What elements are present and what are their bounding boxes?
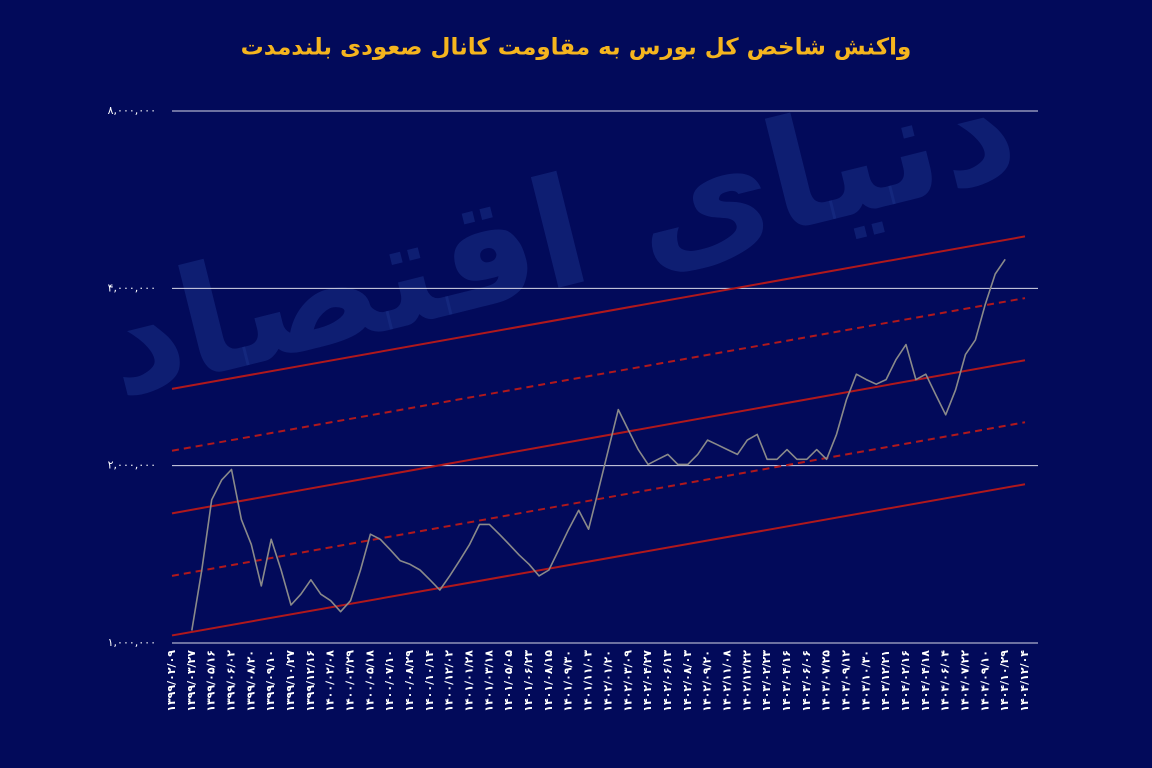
y-tick-label: ۱,۰۰۰,۰۰۰ <box>108 636 156 649</box>
x-tick-label: ۱۴۰۲/۰۳/۰۹ <box>621 650 634 712</box>
x-tick-label: ۱۳۹۹/۰۸/۲۰ <box>244 650 257 712</box>
x-tick-label: ۱۴۰۱/۰۸/۱۵ <box>542 650 555 712</box>
x-tick-label: ۱۴۰۲/۰۱/۲۰ <box>601 650 614 712</box>
x-tick-label: ۱۴۰۳/۰۲/۲۳ <box>760 650 773 712</box>
x-tick-label: ۱۴۰۳/۰۷/۲۵ <box>820 650 833 712</box>
x-tick-label: ۱۴۰۱/۱۱/۰۳ <box>582 650 595 712</box>
x-tick-label: ۱۴۰۲/۰۸/۰۳ <box>681 650 694 712</box>
x-tick-label: ۱۴۰۱/۰۹/۳۰ <box>562 650 575 712</box>
x-tick-label: ۱۴۰۳/۰۶/۰۶ <box>800 650 813 712</box>
x-tick-label: ۱۴۰۰/۰۵/۱۸ <box>363 650 376 712</box>
channel-line <box>171 483 1026 637</box>
chart-title: واکنش شاخص کل بورس به مقاومت کانال صعودی… <box>241 35 912 61</box>
index-line <box>191 258 1006 631</box>
y-tick-label: ۴,۰۰۰,۰۰۰ <box>108 281 156 294</box>
x-tick-label: ۱۳۹۹/۰۵/۱۶ <box>205 650 218 712</box>
x-tick-label: ۱۳۹۹/۰۳/۲۷ <box>185 650 198 712</box>
x-tick-label: ۱۴۰۴/۱۰/۲۹ <box>998 650 1011 712</box>
x-tick-label: ۱۳۹۹/۰۹/۱۰ <box>264 650 277 712</box>
x-tick-label: ۱۴۰۲/۰۹/۲۰ <box>701 650 714 712</box>
x-tick-label: ۱۴۰۴/۰۹/۱۰ <box>978 650 991 712</box>
x-tick-label: ۱۴۰۰/۰۸/۲۹ <box>403 650 416 712</box>
channel-line <box>171 297 1026 452</box>
x-tick-label: ۱۴۰۳/۱۲/۲۱ <box>879 650 892 712</box>
x-tick-label: ۱۴۰۴/۱۲/۰۴ <box>1018 650 1031 712</box>
x-tick-label: ۱۴۰۱/۰۶/۲۳ <box>522 650 535 712</box>
x-tick-label: ۱۳۹۹/۱۲/۱۶ <box>304 650 317 712</box>
x-tick-label: ۱۴۰۰/۰۷/۱۰ <box>383 650 396 712</box>
x-tick-label: ۱۴۰۳/۱۰/۳۰ <box>859 650 872 712</box>
x-tick-label: ۱۴۰۴/۰۲/۱۶ <box>899 650 912 712</box>
x-tick-label: ۱۴۰۲/۰۶/۱۳ <box>661 650 674 712</box>
x-tick-label: ۱۴۰۴/۰۷/۲۲ <box>958 650 971 712</box>
channel-line <box>171 359 1026 515</box>
x-tick-label: ۱۴۰۳/۰۴/۱۶ <box>780 650 793 712</box>
x-tick-label: ۱۳۹۹/۰۶/۰۲ <box>225 650 238 712</box>
x-tick-label: ۱۴۰۰/۱۲/۰۲ <box>443 650 456 712</box>
x-tick-label: ۱۴۰۲/۱۱/۰۸ <box>720 650 733 712</box>
x-tick-label: ۱۳۹۹/۱۰/۲۷ <box>284 650 297 712</box>
x-tick-label: ۱۴۰۱/۰۵/۰۵ <box>502 650 515 712</box>
x-tick-label: ۱۴۰۰/۱۰/۱۴ <box>423 650 436 712</box>
x-tick-label: ۱۴۰۱/۰۳/۱۸ <box>482 650 495 712</box>
y-tick-label: ۲,۰۰۰,۰۰۰ <box>108 459 156 472</box>
x-tick-label: ۱۴۰۱/۰۱/۲۸ <box>463 650 476 712</box>
x-tick-label: ۱۴۰۴/۰۴/۱۸ <box>919 650 932 712</box>
x-tick-label: ۱۴۰۴/۰۶/۰۴ <box>939 650 952 712</box>
channel-line <box>171 235 1026 390</box>
x-tick-label: ۱۴۰۰/۰۲/۰۸ <box>324 650 337 712</box>
x-tick-label: ۱۴۰۲/۱۲/۲۲ <box>740 650 753 712</box>
x-tick-label: ۱۴۰۳/۰۹/۱۲ <box>839 650 852 712</box>
channel-line <box>171 421 1026 577</box>
x-tick-label: ۱۳۹۹/۰۲/۰۹ <box>165 650 178 712</box>
y-tick-label: ۸,۰۰۰,۰۰۰ <box>108 104 156 117</box>
x-tick-label: ۱۴۰۰/۰۳/۲۹ <box>344 650 357 712</box>
x-tick-label: ۱۴۰۲/۰۴/۲۷ <box>641 650 654 712</box>
